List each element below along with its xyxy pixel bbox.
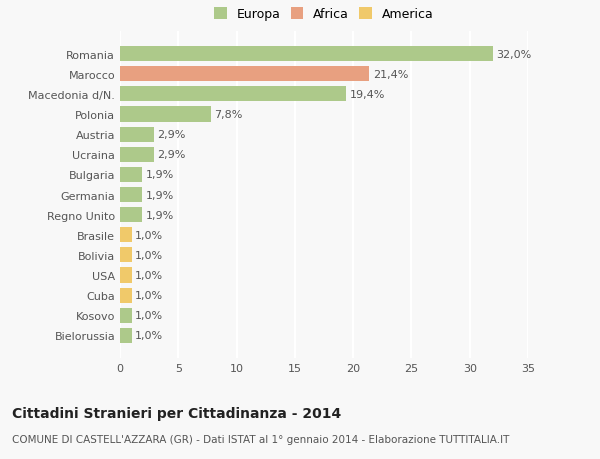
Bar: [120, 228, 131, 243]
Text: 2,9%: 2,9%: [157, 150, 185, 160]
Bar: [120, 268, 131, 283]
Text: COMUNE DI CASTELL'AZZARA (GR) - Dati ISTAT al 1° gennaio 2014 - Elaborazione TUT: COMUNE DI CASTELL'AZZARA (GR) - Dati IST…: [12, 434, 509, 444]
Text: 1,9%: 1,9%: [146, 170, 174, 180]
Text: Cittadini Stranieri per Cittadinanza - 2014: Cittadini Stranieri per Cittadinanza - 2…: [12, 406, 341, 420]
Text: 21,4%: 21,4%: [373, 70, 409, 79]
Text: 1,0%: 1,0%: [135, 330, 163, 341]
Bar: [120, 168, 142, 183]
Bar: [120, 248, 131, 263]
Bar: [120, 127, 154, 142]
Text: 1,0%: 1,0%: [135, 311, 163, 320]
Text: 1,0%: 1,0%: [135, 230, 163, 240]
Text: 7,8%: 7,8%: [214, 110, 243, 120]
Text: 1,0%: 1,0%: [135, 250, 163, 260]
Bar: [120, 147, 154, 162]
Text: 1,0%: 1,0%: [135, 270, 163, 280]
Bar: [120, 107, 211, 122]
Text: 1,0%: 1,0%: [135, 291, 163, 301]
Bar: [120, 188, 142, 202]
Bar: [120, 207, 142, 223]
Bar: [120, 87, 346, 102]
Text: 2,9%: 2,9%: [157, 130, 185, 140]
Bar: [120, 308, 131, 323]
Text: 1,9%: 1,9%: [146, 210, 174, 220]
Bar: [120, 47, 493, 62]
Text: 1,9%: 1,9%: [146, 190, 174, 200]
Text: 32,0%: 32,0%: [497, 50, 532, 60]
Bar: [120, 67, 370, 82]
Bar: [120, 328, 131, 343]
Legend: Europa, Africa, America: Europa, Africa, America: [212, 6, 436, 24]
Text: 19,4%: 19,4%: [350, 90, 385, 100]
Bar: [120, 288, 131, 303]
